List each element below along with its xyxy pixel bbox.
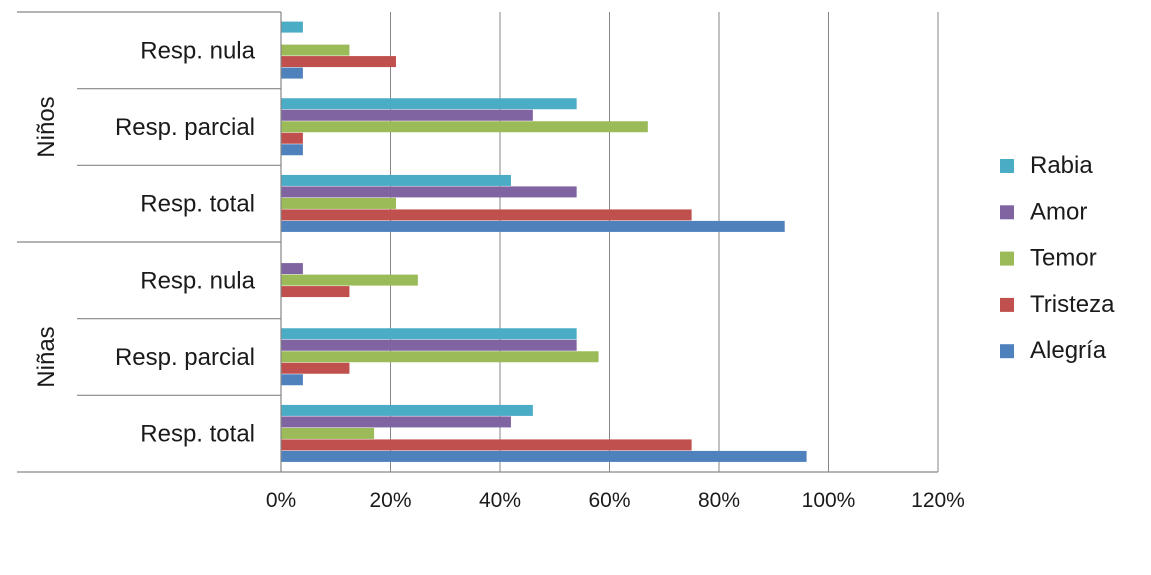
- legend-label: Temor: [1030, 245, 1097, 272]
- bar: [281, 121, 648, 133]
- bar: [281, 274, 418, 286]
- bar: [281, 263, 303, 275]
- legend-swatch: [1000, 344, 1014, 359]
- bar: [281, 67, 303, 79]
- bar: [281, 21, 303, 33]
- axes: [17, 11, 938, 473]
- category-labels: Resp. nula Resp. parcial Resp. total Resp. …: [115, 37, 256, 447]
- bar: [281, 404, 533, 416]
- x-tick-label: 40%: [479, 489, 521, 512]
- bar: [281, 174, 511, 186]
- group-labels: Niños Niñas: [33, 96, 60, 387]
- bar: [281, 186, 577, 198]
- bar: [281, 44, 350, 56]
- legend-swatch: [1000, 205, 1014, 220]
- legend-swatch: [1000, 159, 1014, 173]
- category-label: Resp. nula: [140, 37, 255, 64]
- x-tick-label: 60%: [588, 489, 630, 512]
- category-label: Resp. total: [140, 421, 255, 448]
- bar: [281, 98, 577, 110]
- bar: [281, 439, 692, 451]
- x-tick-labels: 0% 20% 40% 60% 80% 100% 120%: [266, 489, 965, 512]
- x-tick-label: 80%: [698, 489, 740, 512]
- x-tick-label: 0%: [266, 489, 296, 512]
- legend-swatch: [1000, 297, 1014, 312]
- category-label: Resp. nula: [140, 267, 255, 294]
- category-label: Resp. parcial: [115, 114, 255, 141]
- bar: [281, 362, 350, 374]
- bar: [281, 328, 577, 340]
- bar: [281, 374, 303, 386]
- bar: [281, 56, 396, 68]
- legend-label: Rabia: [1030, 152, 1093, 179]
- bar: [281, 351, 599, 363]
- bar: [281, 339, 577, 351]
- bar: [281, 416, 511, 428]
- bar: [281, 132, 303, 144]
- x-tick-label: 20%: [369, 489, 411, 512]
- gridlines: [390, 12, 939, 472]
- x-tick-label: 120%: [911, 489, 965, 512]
- legend-label: Tristeza: [1030, 291, 1115, 318]
- group-label: Niños: [33, 96, 60, 157]
- bar: [281, 286, 350, 298]
- legend-swatch: [1000, 251, 1014, 266]
- x-tick-label: 100%: [802, 489, 856, 512]
- bar: [281, 209, 692, 221]
- category-label: Resp. parcial: [115, 344, 255, 371]
- bars: [281, 21, 807, 462]
- bar: [281, 427, 375, 439]
- legend-label: Amor: [1030, 198, 1087, 225]
- group-label: Niñas: [33, 326, 60, 387]
- category-label: Resp. total: [140, 191, 255, 218]
- bar: [281, 144, 303, 156]
- bar: [281, 197, 396, 209]
- bar: [281, 450, 807, 462]
- bar: [281, 109, 533, 121]
- legend-label: Alegría: [1030, 337, 1107, 364]
- legend: Rabia Amor Temor Tristeza Alegría: [1000, 152, 1115, 364]
- bar: [281, 220, 785, 232]
